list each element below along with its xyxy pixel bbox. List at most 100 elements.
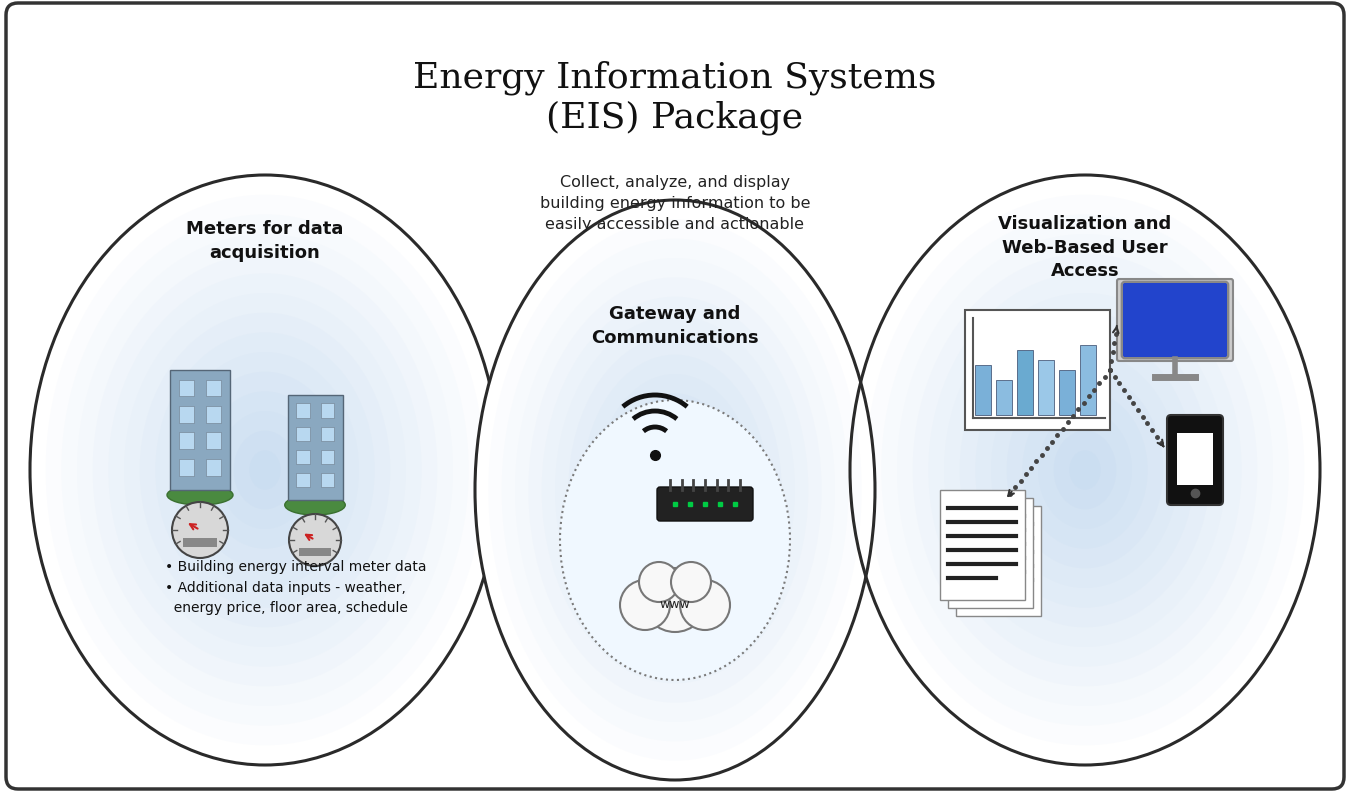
Bar (1038, 360, 1054, 415)
Bar (184, 539, 217, 546)
Bar (296, 450, 309, 464)
Ellipse shape (139, 313, 390, 627)
Circle shape (680, 580, 730, 630)
FancyBboxPatch shape (940, 490, 1025, 600)
Ellipse shape (155, 333, 375, 607)
Ellipse shape (582, 355, 768, 626)
Circle shape (671, 562, 711, 602)
FancyBboxPatch shape (170, 370, 230, 490)
Text: www: www (660, 599, 690, 611)
FancyBboxPatch shape (1166, 415, 1223, 505)
Ellipse shape (1038, 411, 1133, 529)
Circle shape (289, 514, 342, 566)
Ellipse shape (186, 371, 343, 569)
Circle shape (171, 502, 228, 558)
Ellipse shape (46, 195, 485, 745)
Ellipse shape (528, 277, 822, 703)
Ellipse shape (77, 234, 454, 706)
FancyBboxPatch shape (948, 498, 1033, 608)
Bar (320, 473, 335, 487)
Ellipse shape (595, 374, 755, 606)
Text: Meters for data
acquisition: Meters for data acquisition (186, 220, 344, 261)
Bar (300, 548, 331, 556)
Ellipse shape (648, 451, 702, 529)
FancyBboxPatch shape (657, 487, 753, 521)
Bar (1017, 350, 1033, 415)
Bar (180, 459, 194, 476)
Ellipse shape (960, 313, 1211, 627)
Ellipse shape (929, 273, 1242, 667)
FancyBboxPatch shape (1123, 283, 1227, 357)
Ellipse shape (171, 352, 359, 588)
Bar (207, 459, 221, 476)
Text: • Building energy interval meter data
• Additional data inputs - weather,
  ener: • Building energy interval meter data • … (165, 560, 427, 615)
Circle shape (620, 580, 670, 630)
Bar (965, 310, 1110, 430)
Ellipse shape (250, 451, 281, 489)
Ellipse shape (514, 258, 836, 722)
Bar (207, 432, 221, 449)
Ellipse shape (124, 293, 406, 647)
Bar (320, 403, 335, 418)
Ellipse shape (609, 394, 741, 587)
Ellipse shape (555, 316, 795, 664)
Bar (296, 427, 309, 441)
Ellipse shape (217, 411, 312, 529)
Ellipse shape (560, 400, 790, 680)
Ellipse shape (30, 175, 499, 765)
Ellipse shape (202, 391, 328, 549)
Ellipse shape (285, 495, 346, 515)
Bar (296, 403, 309, 418)
Bar (320, 450, 335, 464)
Bar (180, 432, 194, 449)
Circle shape (639, 562, 679, 602)
Bar (975, 365, 991, 415)
Bar (207, 379, 221, 397)
Ellipse shape (1007, 371, 1164, 569)
Ellipse shape (167, 485, 234, 505)
Ellipse shape (991, 352, 1179, 588)
Bar (296, 473, 309, 487)
FancyBboxPatch shape (1122, 282, 1228, 358)
Ellipse shape (234, 431, 297, 509)
Bar (180, 406, 194, 423)
Ellipse shape (489, 219, 861, 760)
Bar (1177, 433, 1214, 485)
Ellipse shape (944, 293, 1226, 647)
Ellipse shape (662, 470, 688, 509)
FancyBboxPatch shape (288, 395, 343, 500)
Ellipse shape (93, 253, 437, 687)
Text: Visualization and
Web-Based User
Access: Visualization and Web-Based User Access (999, 215, 1172, 280)
Text: Gateway and
Communications: Gateway and Communications (591, 305, 759, 347)
Bar (1080, 345, 1096, 415)
Bar (1058, 370, 1075, 415)
Ellipse shape (634, 432, 716, 548)
Ellipse shape (882, 215, 1289, 725)
Ellipse shape (621, 413, 729, 567)
Ellipse shape (568, 335, 782, 645)
FancyBboxPatch shape (1116, 279, 1233, 361)
Text: (EIS) Package: (EIS) Package (547, 100, 803, 135)
Ellipse shape (975, 333, 1195, 607)
Ellipse shape (61, 215, 468, 725)
Ellipse shape (475, 200, 875, 780)
Text: Energy Information Systems: Energy Information Systems (413, 60, 937, 94)
Text: Collect, analyze, and display
building energy information to be
easily accessibl: Collect, analyze, and display building e… (540, 175, 810, 232)
Ellipse shape (1069, 451, 1100, 489)
Ellipse shape (502, 238, 848, 741)
Circle shape (643, 568, 707, 632)
Bar (320, 427, 335, 441)
Ellipse shape (541, 297, 809, 683)
Ellipse shape (850, 175, 1320, 765)
FancyBboxPatch shape (956, 506, 1041, 616)
FancyBboxPatch shape (5, 3, 1345, 789)
Ellipse shape (865, 195, 1304, 745)
Ellipse shape (1053, 431, 1116, 509)
Ellipse shape (913, 253, 1257, 687)
Ellipse shape (1022, 391, 1148, 549)
Bar (996, 380, 1012, 415)
Ellipse shape (896, 234, 1273, 706)
Ellipse shape (108, 273, 421, 667)
Bar (180, 379, 194, 397)
Bar (207, 406, 221, 423)
